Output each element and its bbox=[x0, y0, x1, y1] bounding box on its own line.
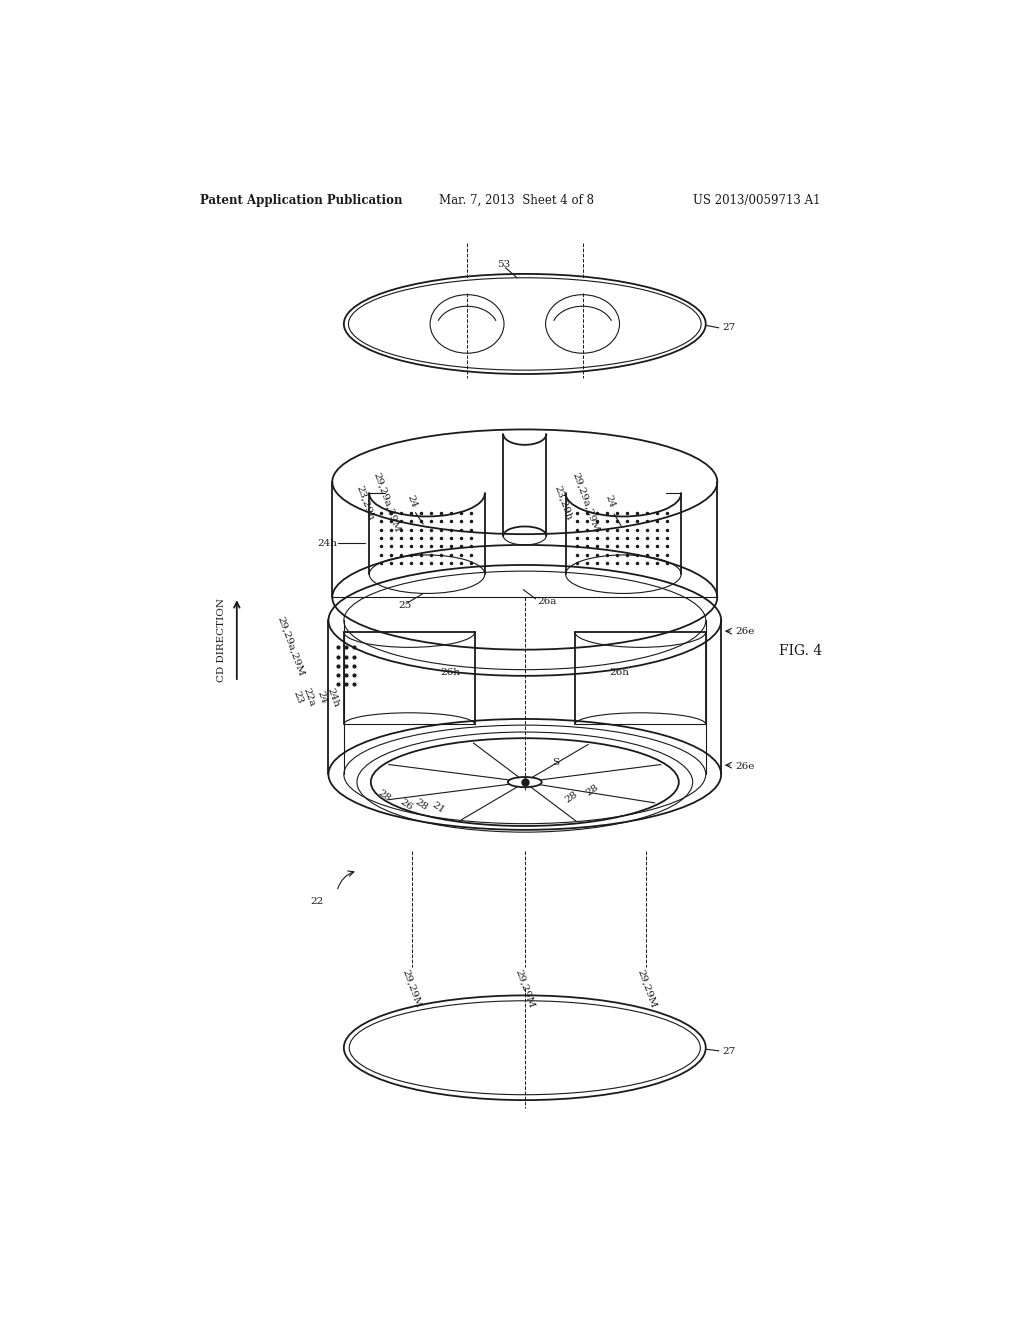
Text: Mar. 7, 2013  Sheet 4 of 8: Mar. 7, 2013 Sheet 4 of 8 bbox=[438, 194, 594, 207]
Text: 25: 25 bbox=[398, 601, 412, 610]
Text: 26e: 26e bbox=[736, 627, 755, 636]
Text: CD DIRECTION: CD DIRECTION bbox=[217, 598, 226, 681]
Text: 26e: 26e bbox=[736, 762, 755, 771]
Text: 22: 22 bbox=[310, 898, 324, 906]
Text: 24: 24 bbox=[406, 494, 418, 508]
Text: 24h: 24h bbox=[316, 539, 337, 548]
Text: 23,29h: 23,29h bbox=[553, 484, 573, 521]
Text: 53: 53 bbox=[497, 260, 510, 269]
Text: 29,29M: 29,29M bbox=[635, 968, 657, 1008]
Text: 27: 27 bbox=[722, 1047, 735, 1056]
Text: S: S bbox=[553, 759, 560, 767]
Text: 22a: 22a bbox=[302, 686, 316, 708]
Text: 28: 28 bbox=[585, 783, 600, 797]
Text: 24: 24 bbox=[604, 494, 616, 508]
Text: 23: 23 bbox=[292, 689, 305, 705]
Text: 21: 21 bbox=[430, 800, 446, 814]
Text: 24h: 24h bbox=[326, 686, 341, 709]
Text: 29,29a,29M: 29,29a,29M bbox=[371, 471, 401, 533]
Text: 24: 24 bbox=[315, 689, 328, 705]
Text: FIG. 4: FIG. 4 bbox=[779, 644, 822, 659]
Text: 26a: 26a bbox=[538, 597, 556, 606]
Text: 26: 26 bbox=[398, 797, 415, 813]
Text: Patent Application Publication: Patent Application Publication bbox=[200, 194, 402, 207]
Text: 28: 28 bbox=[563, 789, 579, 805]
Text: 28: 28 bbox=[414, 797, 430, 813]
Text: 29,29a,29M: 29,29a,29M bbox=[570, 471, 601, 533]
Text: 23,29h: 23,29h bbox=[355, 484, 376, 521]
Text: 29,29a,29M: 29,29a,29M bbox=[275, 615, 306, 677]
Text: 29,29M: 29,29M bbox=[514, 968, 536, 1008]
Text: 29,29M: 29,29M bbox=[400, 968, 423, 1008]
Text: 28: 28 bbox=[377, 788, 392, 804]
Text: 27: 27 bbox=[722, 323, 735, 333]
Text: US 2013/0059713 A1: US 2013/0059713 A1 bbox=[692, 194, 820, 207]
Text: 26h: 26h bbox=[609, 668, 630, 677]
Text: 26h: 26h bbox=[440, 668, 460, 677]
